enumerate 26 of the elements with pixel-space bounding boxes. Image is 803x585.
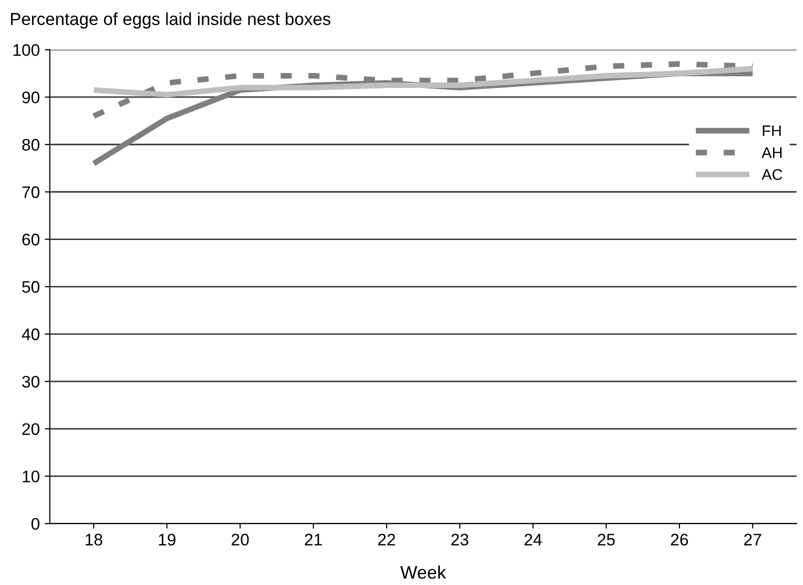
x-tick-label: 27 [744,534,762,546]
y-tick-label: 40 [22,328,40,340]
x-tick-label: 19 [158,534,176,546]
legend-label: FH [762,126,781,136]
y-tick-label: 80 [22,138,40,151]
x-tick-label: 21 [304,534,322,546]
y-tick-label: 60 [22,234,40,246]
x-tick-label: 24 [524,534,542,546]
x-tick-label: 18 [86,534,102,546]
y-tick-label: 30 [22,376,40,388]
y-tick-label: 20 [22,423,40,436]
legend-label: AH [762,147,782,158]
y-tick-label: 70 [22,186,40,198]
x-tick-label: 25 [598,534,615,546]
x-axis-title: Week [400,566,446,579]
y-tick-label: 90 [22,92,40,104]
chart-title: Percentage of eggs laid inside nest boxes [11,12,330,29]
x-tick-label: 20 [232,534,249,546]
y-tick-label: 0 [31,518,40,530]
x-tick-label: 26 [671,534,688,546]
legend-label: AC [762,169,782,180]
y-tick-label: 50 [22,281,40,293]
y-tick-label: 100 [14,44,40,56]
x-tick-label: 23 [451,534,468,546]
y-tick-label: 10 [22,470,40,482]
x-tick-label: 22 [378,534,396,546]
